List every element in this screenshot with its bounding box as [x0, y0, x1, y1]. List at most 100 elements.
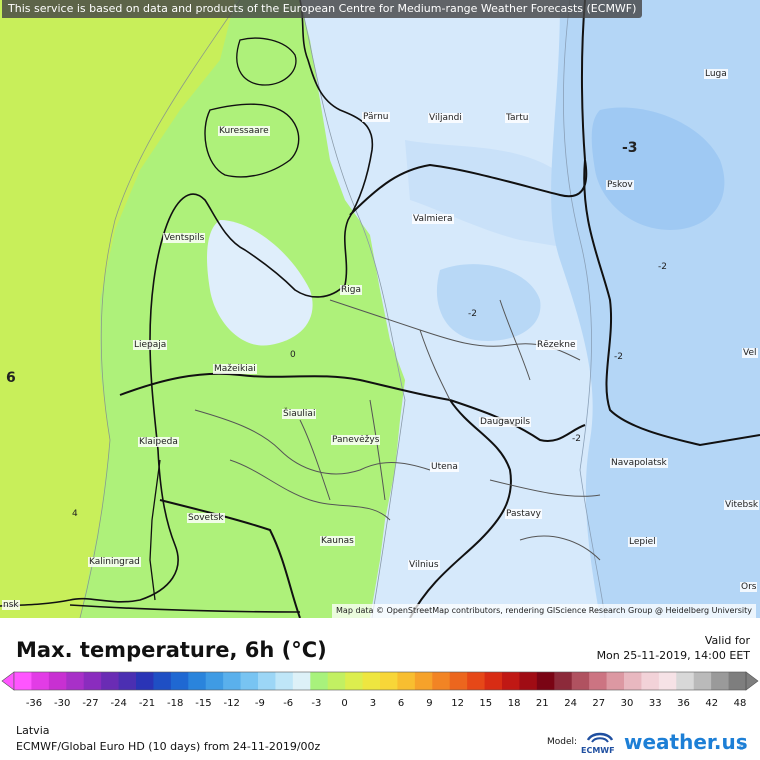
scale-cell — [205, 672, 224, 690]
border-poland — [69, 604, 301, 613]
border-estonia-latvia — [349, 0, 588, 216]
scale-cell — [624, 672, 642, 690]
city-label: Riga — [340, 285, 362, 295]
city-panevezys[interactable]: Panevėžys — [331, 435, 381, 446]
city-label: Ors — [740, 582, 758, 592]
scale-cell — [554, 672, 573, 690]
city-luga[interactable]: Luga — [704, 69, 728, 80]
scale-cell — [170, 672, 189, 690]
scale-tick-label: 3 — [369, 698, 377, 709]
hiiumaa-island — [236, 37, 297, 86]
scale-border — [13, 671, 747, 691]
zone-east-1 — [405, 140, 594, 250]
legend-title: Max. temperature, 6h (°C) — [16, 638, 327, 662]
city-kaliningrad[interactable]: Kaliningrad — [88, 557, 141, 568]
city-utena[interactable]: Utena — [430, 462, 459, 473]
scale-tick-label: 42 — [705, 698, 719, 709]
city-siauliai[interactable]: Šiauliai — [282, 409, 317, 420]
scale-tick-label: -30 — [54, 698, 71, 709]
city-label: Vel — [742, 348, 758, 358]
city-label: Rēzekne — [536, 340, 577, 350]
city-label: Kuressaare — [218, 126, 270, 136]
city-mazeikiai[interactable]: Mažeikiai — [213, 364, 257, 375]
isotherm-label: 6 — [6, 370, 16, 386]
scale-arrow-left — [1, 671, 15, 691]
scale-cell — [571, 672, 590, 690]
city-lepiel[interactable]: Lepiel — [628, 537, 657, 548]
city-label: Pärnu — [362, 112, 390, 122]
city-vel[interactable]: Vel — [742, 348, 758, 359]
coastline — [0, 0, 374, 607]
city-label: Vilnius — [408, 560, 440, 570]
city-daugavpils[interactable]: Daugavpils — [479, 417, 532, 428]
weather-us-logo[interactable]: weather.us — [624, 730, 748, 754]
scale-tick-label: -21 — [138, 698, 156, 709]
city-label: Utena — [430, 462, 459, 472]
city-label: Tartu — [505, 113, 530, 123]
border-lithuania-belarus — [409, 399, 512, 618]
scale-cell — [345, 672, 363, 690]
scale-cell — [676, 672, 695, 690]
city-riga[interactable]: Riga — [340, 285, 362, 296]
scale-tick-label: -3 — [311, 698, 322, 709]
city-ventspils[interactable]: Ventspils — [163, 233, 206, 244]
ecmwf-logo-text: ECMWF — [581, 746, 615, 755]
border-russia — [583, 159, 760, 447]
city-sovetsk[interactable]: Sovetsk — [187, 513, 225, 524]
zone-3-6 — [0, 0, 235, 618]
isotherm-label: -2 — [468, 309, 477, 319]
scale-cell — [153, 672, 172, 690]
scale-cell — [502, 672, 520, 690]
city-label: Vitebsk — [724, 500, 760, 510]
city-label: Viljandi — [428, 113, 463, 123]
scale-cell — [48, 672, 67, 690]
city-parnu[interactable]: Pärnu — [362, 112, 390, 123]
scale-cell — [240, 672, 259, 690]
scale-tick-label: -6 — [283, 698, 294, 709]
scale-cell — [484, 672, 503, 690]
scale-cell — [589, 672, 607, 690]
weather-map[interactable]: This service is based on data and produc… — [0, 0, 760, 618]
city-vilnius[interactable]: Vilnius — [408, 560, 440, 571]
scale-cell — [519, 672, 538, 690]
scale-cell — [66, 672, 85, 690]
city-pastavy[interactable]: Pastavy — [505, 509, 542, 520]
city-nsk[interactable]: nsk — [2, 600, 20, 611]
scale-tick-label: 18 — [507, 698, 521, 709]
scale-cell — [292, 672, 311, 690]
scale-cell — [362, 672, 381, 690]
city-navapolatsk[interactable]: Navapolatsk — [610, 458, 668, 469]
scale-cell — [536, 672, 555, 690]
scale-tick-label: 48 — [733, 698, 747, 709]
city-label: Pskov — [606, 180, 634, 190]
saaremaa-island — [204, 103, 300, 178]
color-scale-cells — [1, 671, 759, 691]
scale-cell — [728, 672, 747, 690]
city-valmiera[interactable]: Valmiera — [412, 214, 454, 225]
scale-cell — [432, 672, 451, 690]
scale-cell — [275, 672, 294, 690]
city-vitebsk[interactable]: Vitebsk — [724, 500, 760, 511]
city-rezekne[interactable]: Rēzekne — [536, 340, 577, 351]
valid-date: Mon 25-11-2019, 14:00 EET — [596, 649, 750, 662]
scale-cell — [101, 672, 119, 690]
isotherm-line — [79, 0, 241, 618]
city-kuressaare[interactable]: Kuressaare — [218, 126, 270, 137]
scale-cell — [327, 672, 346, 690]
admin-borders-belarus — [489, 479, 601, 561]
city-ors[interactable]: Ors — [740, 582, 758, 593]
city-label: Ventspils — [163, 233, 206, 243]
scale-tick-label: 30 — [620, 698, 634, 709]
city-liepaja[interactable]: Liepaja — [133, 340, 168, 351]
scale-tick-label: -18 — [167, 698, 184, 709]
city-pskov[interactable]: Pskov — [606, 180, 634, 191]
city-kaunas[interactable]: Kaunas — [320, 536, 355, 547]
city-tartu[interactable]: Tartu — [505, 113, 530, 124]
scale-cell — [223, 672, 241, 690]
city-viljandi[interactable]: Viljandi — [428, 113, 463, 124]
city-label: Šiauliai — [282, 409, 317, 419]
city-klaipeda[interactable]: Klaipeda — [138, 437, 179, 448]
scale-cell — [693, 672, 712, 690]
scale-cell — [658, 672, 677, 690]
scale-tick-label: -15 — [195, 698, 212, 709]
